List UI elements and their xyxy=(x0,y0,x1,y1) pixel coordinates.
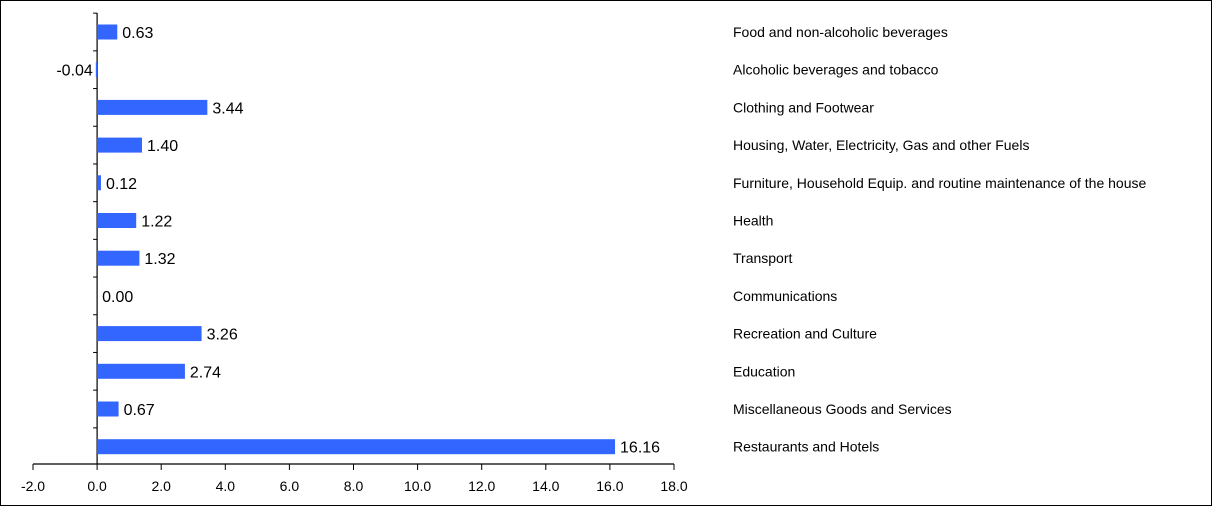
bar-value-label: 0.67 xyxy=(124,402,155,419)
bar-value-label: 2.74 xyxy=(190,364,221,381)
bar-value-label: 0.00 xyxy=(102,289,133,306)
category-label: Miscellaneous Goods and Services xyxy=(733,401,952,417)
bar-value-label: 3.44 xyxy=(212,100,243,117)
bar-value-label: 3.26 xyxy=(207,327,238,344)
bar xyxy=(97,137,142,153)
bar xyxy=(97,213,137,228)
category-label: Transport xyxy=(733,250,793,266)
bar-value-label: 1.40 xyxy=(147,138,178,155)
bar-value-label: -0.04 xyxy=(56,63,93,80)
bar xyxy=(97,250,140,266)
bar-value-label: 16.16 xyxy=(620,440,660,457)
bar xyxy=(97,363,185,379)
x-tick-label: -2.0 xyxy=(21,478,45,494)
bar-value-label: 0.63 xyxy=(122,25,153,42)
bar xyxy=(97,439,616,455)
bar-value-label: 0.12 xyxy=(106,176,137,193)
bar xyxy=(95,62,98,78)
x-tick-label: 4.0 xyxy=(216,478,236,494)
x-tick-label: 18.0 xyxy=(660,478,687,494)
x-tick-label: 8.0 xyxy=(344,478,364,494)
x-tick-label: 14.0 xyxy=(532,478,559,494)
category-label: Housing, Water, Electricity, Gas and oth… xyxy=(733,137,1029,153)
category-label: Restaurants and Hotels xyxy=(733,439,879,455)
x-tick-label: 16.0 xyxy=(596,478,623,494)
bar xyxy=(97,401,119,417)
category-label: Recreation and Culture xyxy=(733,326,877,342)
bar-value-label: 1.32 xyxy=(144,251,175,268)
category-label: Furniture, Household Equip. and routine … xyxy=(733,175,1146,191)
bar xyxy=(97,175,101,191)
bar-value-label: 1.22 xyxy=(141,214,172,231)
category-label: Health xyxy=(733,213,773,229)
bar xyxy=(97,326,202,342)
x-tick-label: 10.0 xyxy=(404,478,431,494)
category-label: Alcoholic beverages and tobacco xyxy=(733,62,939,78)
x-tick-label: 2.0 xyxy=(151,478,171,494)
bar xyxy=(97,99,208,115)
category-label: Education xyxy=(733,363,795,379)
category-label: Communications xyxy=(733,288,837,304)
x-tick-label: 12.0 xyxy=(468,478,495,494)
category-label: Food and non-alcoholic beverages xyxy=(733,24,948,40)
x-tick-label: 0.0 xyxy=(87,478,107,494)
bar xyxy=(97,24,118,40)
category-label: Clothing and Footwear xyxy=(733,99,874,115)
x-tick-label: 6.0 xyxy=(280,478,300,494)
